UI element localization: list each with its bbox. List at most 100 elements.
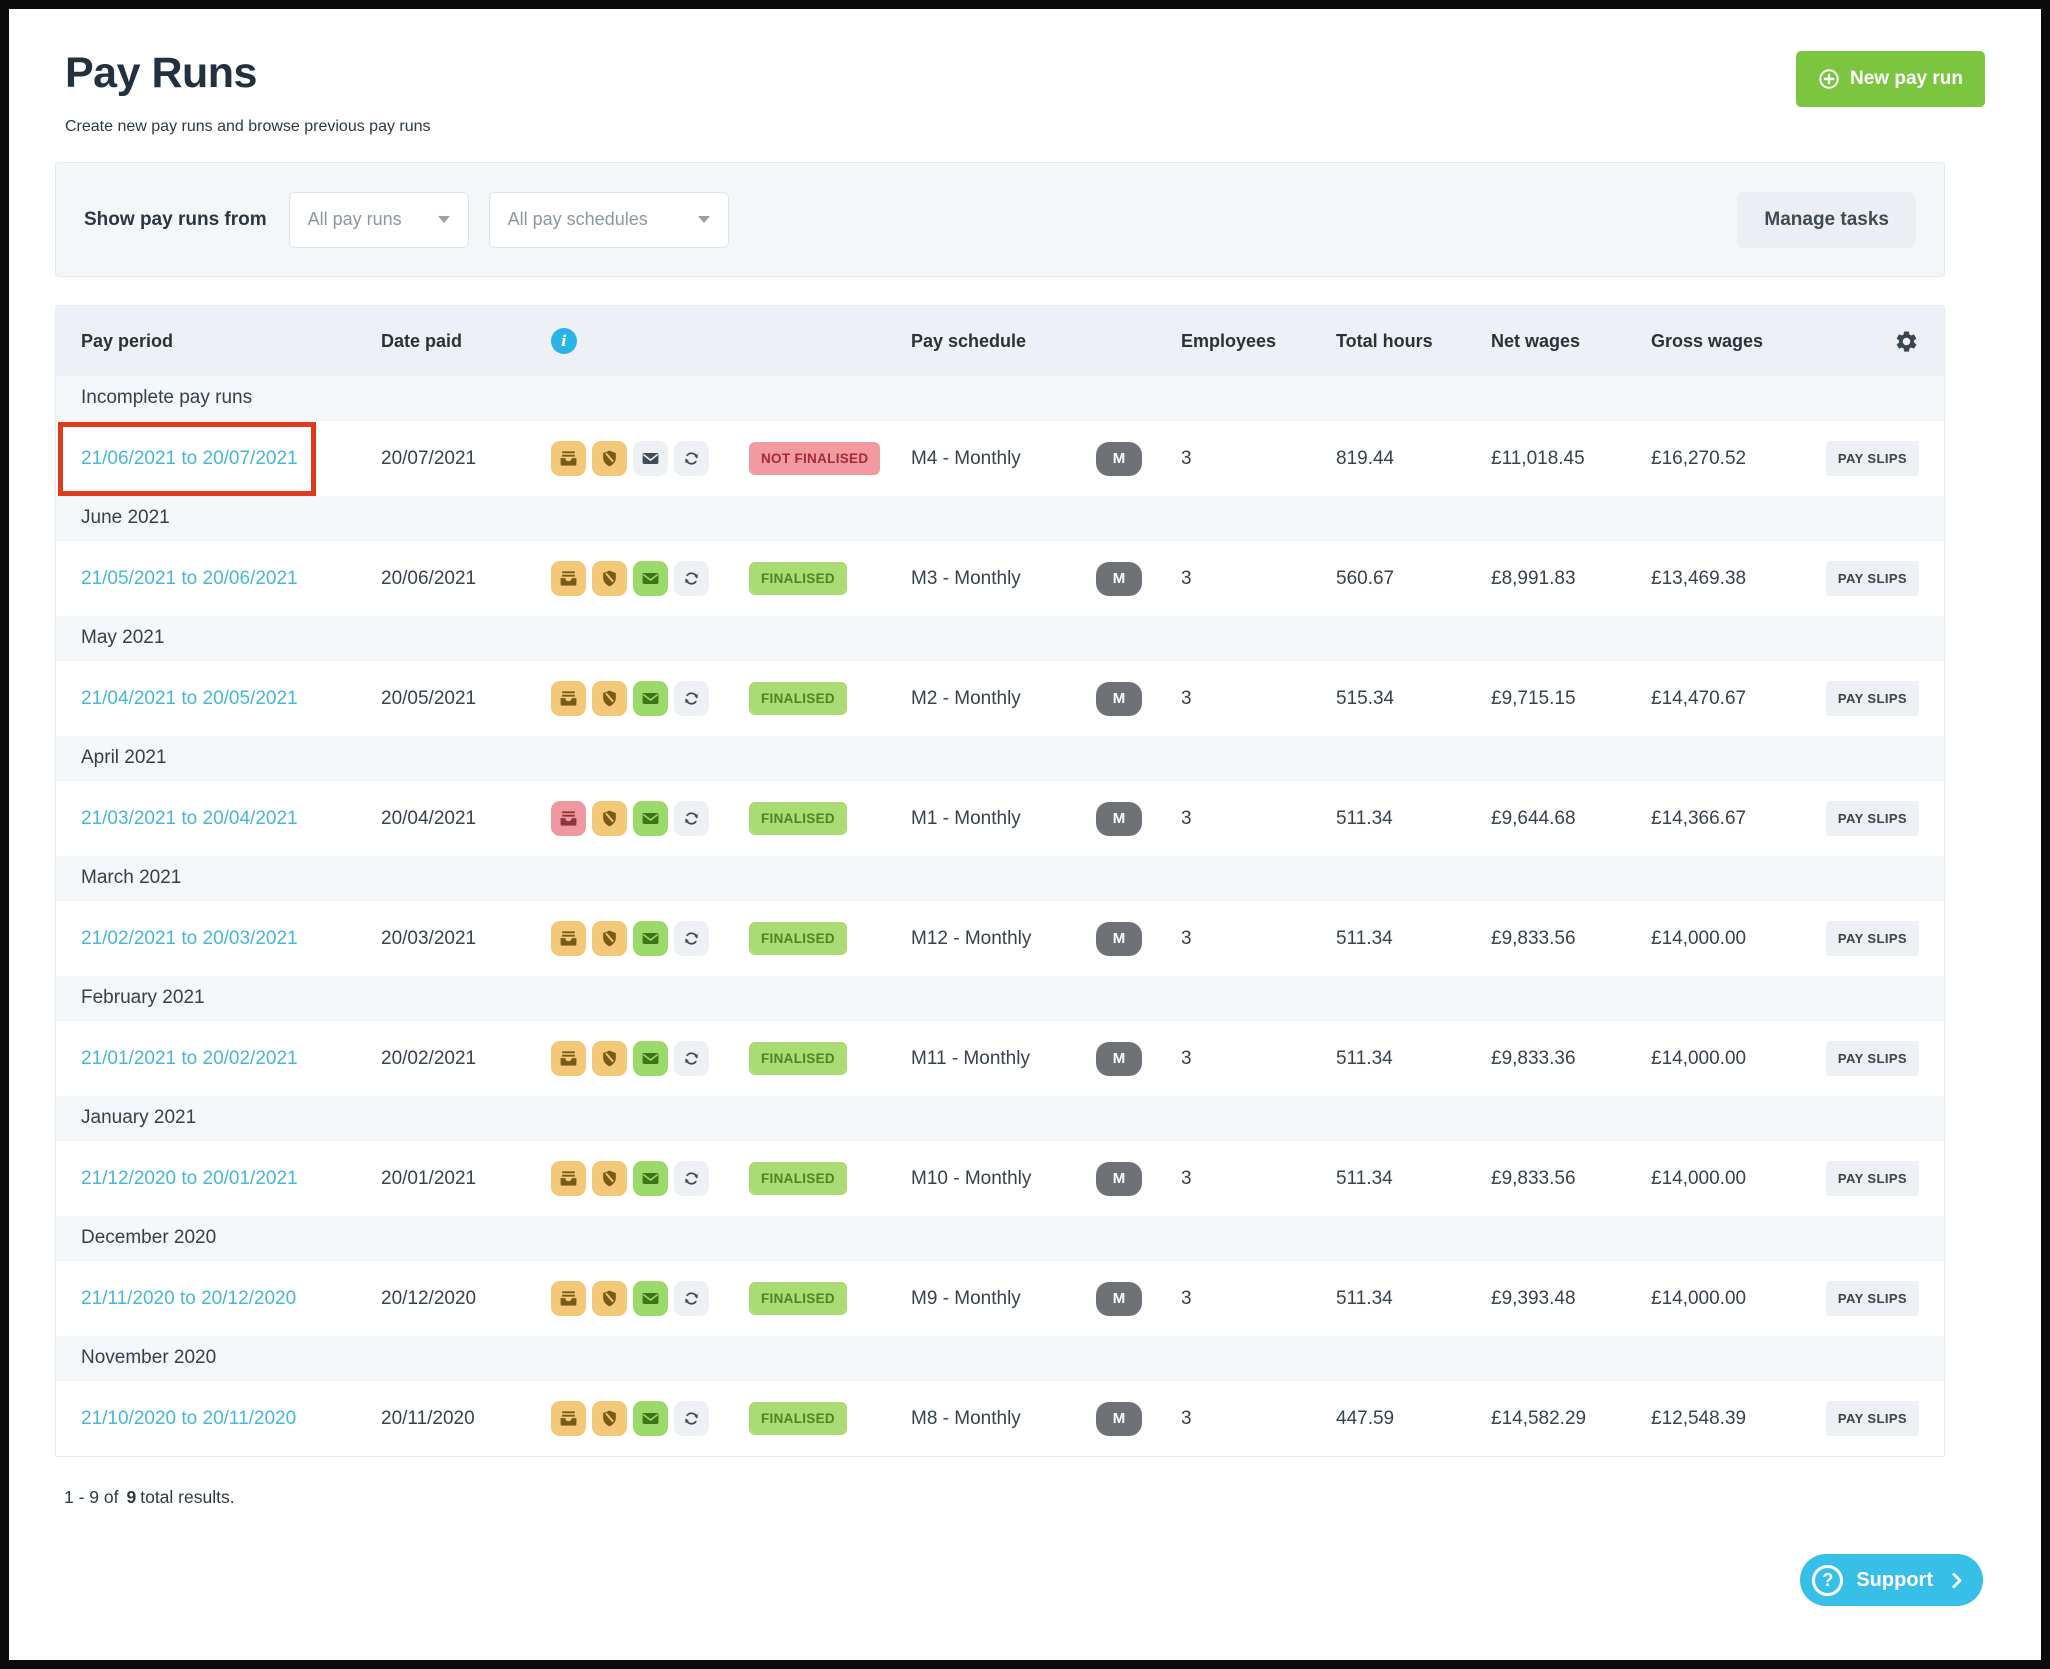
- shield-icon[interactable]: [592, 1161, 627, 1196]
- pay-slips-button[interactable]: PAY SLIPS: [1825, 1281, 1919, 1316]
- envelope-icon[interactable]: [633, 921, 668, 956]
- total-hours: 511.34: [1336, 1287, 1393, 1309]
- pay-period-link[interactable]: 21/12/2020 to 20/01/2021: [81, 1167, 298, 1189]
- shield-icon[interactable]: [592, 1041, 627, 1076]
- pay-run-tasks-icon[interactable]: [551, 681, 586, 716]
- envelope-icon[interactable]: [633, 561, 668, 596]
- envelope-icon[interactable]: [633, 801, 668, 836]
- pay-run-tasks-icon[interactable]: [551, 561, 586, 596]
- shield-icon[interactable]: [592, 561, 627, 596]
- sync-icon[interactable]: [674, 1401, 709, 1436]
- table-row: 21/11/2020 to 20/12/2020 20/12/2020 FINA…: [56, 1260, 1944, 1336]
- schedule-type-badge: M: [1096, 681, 1142, 716]
- envelope-icon[interactable]: [633, 681, 668, 716]
- sync-icon[interactable]: [674, 561, 709, 596]
- pay-schedules-dropdown[interactable]: All pay schedules: [488, 191, 729, 248]
- task-icon-strip: [551, 681, 721, 716]
- pay-period-link[interactable]: 21/06/2021 to 20/07/2021: [81, 447, 298, 469]
- group-label: November 2020: [81, 1347, 217, 1368]
- pay-period-link[interactable]: 21/02/2021 to 20/03/2021: [81, 927, 298, 949]
- pay-slips-button[interactable]: PAY SLIPS: [1825, 1041, 1919, 1076]
- sync-icon[interactable]: [674, 681, 709, 716]
- net-wages: £9,715.15: [1491, 687, 1576, 709]
- sync-icon[interactable]: [674, 801, 709, 836]
- pay-slips-button[interactable]: PAY SLIPS: [1825, 561, 1919, 596]
- gross-wages: £13,469.38: [1651, 567, 1747, 589]
- col-gross-wages: Gross wages: [1651, 330, 1764, 351]
- sync-icon[interactable]: [674, 1161, 709, 1196]
- total-hours: 560.67: [1336, 567, 1395, 589]
- pay-period-link[interactable]: 21/01/2021 to 20/02/2021: [81, 1047, 298, 1069]
- sync-icon[interactable]: [674, 921, 709, 956]
- envelope-icon[interactable]: [633, 1401, 668, 1436]
- pay-period-link[interactable]: 21/10/2020 to 20/11/2020: [81, 1407, 297, 1429]
- pay-slips-button[interactable]: PAY SLIPS: [1825, 921, 1919, 956]
- envelope-icon[interactable]: [633, 441, 668, 476]
- shield-icon[interactable]: [592, 1281, 627, 1316]
- gear-icon[interactable]: [1894, 329, 1919, 354]
- pay-period-link[interactable]: 21/11/2020 to 20/12/2020: [81, 1287, 297, 1309]
- pay-period-link[interactable]: 21/05/2021 to 20/06/2021: [81, 567, 298, 589]
- pay-slips-button[interactable]: PAY SLIPS: [1825, 801, 1919, 836]
- schedule-type-badge: M: [1096, 1041, 1142, 1076]
- status-badge: FINALISED: [749, 1041, 847, 1075]
- table-row: 21/06/2021 to 20/07/2021 20/07/2021 NOT …: [56, 420, 1944, 496]
- table-row: 21/04/2021 to 20/05/2021 20/05/2021 FINA…: [56, 660, 1944, 736]
- pay-slips-button[interactable]: PAY SLIPS: [1825, 441, 1919, 476]
- col-pay-schedule: Pay schedule: [911, 330, 1027, 351]
- new-pay-run-button[interactable]: New pay run: [1796, 51, 1985, 107]
- sync-icon[interactable]: [674, 441, 709, 476]
- sync-icon[interactable]: [674, 1041, 709, 1076]
- schedule-type-badge: M: [1096, 921, 1142, 956]
- shield-icon[interactable]: [592, 1401, 627, 1436]
- pay-schedule: M11 - Monthly: [911, 1047, 1030, 1069]
- pay-period-link[interactable]: 21/04/2021 to 20/05/2021: [81, 687, 298, 709]
- shield-icon[interactable]: [592, 921, 627, 956]
- group-header-row: April 2021: [56, 736, 1944, 780]
- employees-count: 3: [1181, 1287, 1192, 1309]
- pay-run-tasks-icon[interactable]: [551, 801, 586, 836]
- pay-schedule: M4 - Monthly: [911, 447, 1021, 469]
- date-paid: 20/11/2020: [381, 1407, 475, 1429]
- pay-run-tasks-icon[interactable]: [551, 1401, 586, 1436]
- pay-run-tasks-icon[interactable]: [551, 921, 586, 956]
- support-button[interactable]: ? Support: [1800, 1554, 1983, 1606]
- pay-run-tasks-icon[interactable]: [551, 1281, 586, 1316]
- gross-wages: £14,000.00: [1651, 1047, 1747, 1069]
- total-hours: 511.34: [1336, 807, 1393, 829]
- shield-icon[interactable]: [592, 681, 627, 716]
- pay-run-tasks-icon[interactable]: [551, 441, 586, 476]
- net-wages: £9,833.56: [1491, 927, 1576, 949]
- pay-period-link[interactable]: 21/03/2021 to 20/04/2021: [81, 807, 298, 829]
- sync-icon[interactable]: [674, 1281, 709, 1316]
- pay-run-tasks-icon[interactable]: [551, 1161, 586, 1196]
- envelope-icon[interactable]: [633, 1161, 668, 1196]
- pay-slips-button[interactable]: PAY SLIPS: [1825, 1161, 1919, 1196]
- col-net-wages: Net wages: [1491, 330, 1581, 351]
- shield-icon[interactable]: [592, 801, 627, 836]
- date-paid: 20/02/2021: [381, 1047, 477, 1069]
- shield-icon[interactable]: [592, 441, 627, 476]
- question-circle-icon: ?: [1812, 1564, 1844, 1596]
- manage-tasks-button[interactable]: Manage tasks: [1737, 191, 1916, 248]
- pay-run-tasks-icon[interactable]: [551, 1041, 586, 1076]
- gross-wages: £14,000.00: [1651, 1167, 1747, 1189]
- envelope-icon[interactable]: [633, 1041, 668, 1076]
- page-header: Pay Runs Create new pay runs and browse …: [9, 9, 2041, 136]
- task-icon-strip: [551, 921, 721, 956]
- info-icon[interactable]: i: [551, 328, 577, 354]
- group-header-row: May 2021: [56, 616, 1944, 660]
- total-hours: 447.59: [1336, 1407, 1395, 1429]
- pay-runs-dropdown[interactable]: All pay runs: [288, 191, 469, 248]
- gross-wages: £14,000.00: [1651, 1287, 1747, 1309]
- col-employees: Employees: [1181, 330, 1277, 351]
- task-icon-strip: [551, 1281, 721, 1316]
- pay-slips-button[interactable]: PAY SLIPS: [1825, 1401, 1919, 1436]
- pay-slips-button[interactable]: PAY SLIPS: [1825, 681, 1919, 716]
- plus-circle-icon: [1818, 68, 1840, 90]
- envelope-icon[interactable]: [633, 1281, 668, 1316]
- table-row: 21/10/2020 to 20/11/2020 20/11/2020 FINA…: [56, 1380, 1944, 1456]
- table-row: 21/01/2021 to 20/02/2021 20/02/2021 FINA…: [56, 1020, 1944, 1096]
- date-paid: 20/04/2021: [381, 807, 477, 829]
